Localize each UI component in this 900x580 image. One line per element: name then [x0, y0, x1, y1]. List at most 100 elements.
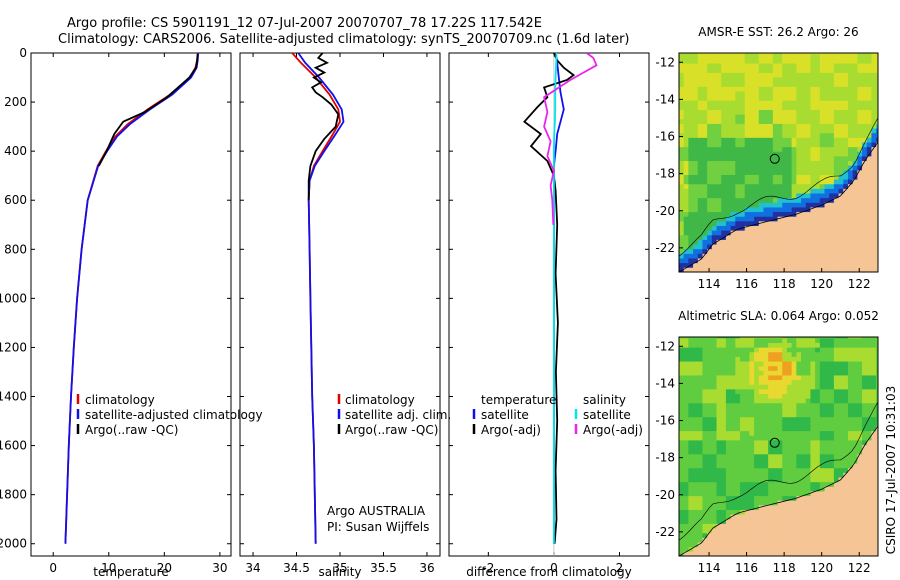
map-cell: [749, 481, 755, 487]
map-cell: [838, 388, 844, 395]
map-cell: [866, 546, 872, 552]
map-cell: [768, 463, 774, 469]
map-cell: [819, 347, 825, 353]
map-cell: [749, 53, 755, 59]
map-cell: [730, 183, 736, 189]
map-cell: [721, 72, 727, 78]
map-cell: [810, 109, 816, 115]
map-cell: [749, 402, 755, 408]
map-cell: [735, 118, 741, 124]
y-tick-label: 600: [4, 193, 27, 207]
map-cell: [707, 151, 713, 157]
map-cell: [749, 174, 755, 180]
map-cell: [735, 453, 741, 459]
map-cell: [791, 416, 797, 422]
map-cell: [824, 151, 830, 157]
map-cell: [805, 430, 811, 436]
map-cell: [740, 63, 746, 69]
map-cell: [777, 551, 783, 556]
map-cell: [758, 407, 764, 413]
map-cell: [702, 225, 708, 231]
map-cell: [749, 356, 755, 362]
map-cell: [763, 440, 769, 446]
map-cell: [735, 95, 741, 101]
map-cell: [838, 225, 844, 231]
map-cell: [744, 528, 750, 534]
map-cell: [838, 467, 844, 473]
map-cell: [796, 95, 802, 101]
map-cell: [862, 365, 868, 371]
map-cell: [754, 430, 760, 436]
map-cell: [744, 379, 750, 385]
map-cell: [707, 169, 713, 175]
map-cell: [749, 412, 755, 418]
series-group: [523, 53, 598, 544]
map-cell: [688, 77, 694, 83]
map-cell: [819, 81, 825, 87]
map-cell: [815, 412, 821, 418]
map-cell: [754, 67, 760, 73]
map-cell: [754, 426, 760, 432]
map-cell: [749, 495, 755, 501]
map-cell: [871, 532, 877, 538]
map-cell: [791, 91, 797, 97]
map-cell: [763, 216, 769, 222]
map-cell: [735, 160, 741, 166]
map-cell: [871, 225, 877, 231]
map-cell: [852, 104, 858, 111]
map-cell: [805, 114, 811, 120]
map-cell: [702, 546, 708, 552]
map-cell: [763, 53, 769, 59]
map-cell: [876, 253, 878, 259]
map-cell: [791, 495, 797, 501]
map-cell: [819, 216, 825, 222]
map-cell: [702, 523, 708, 529]
map-cell: [876, 118, 878, 124]
map-cell: [763, 211, 769, 217]
map-cell: [815, 402, 821, 408]
map-cell: [679, 230, 685, 236]
map-cell: [711, 435, 717, 441]
map-cell: [843, 412, 849, 418]
map-cell: [693, 137, 699, 143]
map-cell: [693, 104, 699, 111]
map-cell: [679, 351, 685, 357]
map-cell: [866, 528, 872, 534]
map-cell: [801, 500, 807, 506]
map-cell: [693, 193, 699, 199]
map-cell: [833, 216, 839, 222]
map-cell: [716, 179, 722, 185]
map-cell: [740, 453, 746, 459]
map-cell: [866, 495, 872, 501]
map-cell: [786, 253, 793, 259]
map-cell: [693, 86, 699, 92]
legend-label: satellite-adjusted climatology: [85, 408, 263, 422]
map-cell: [819, 253, 825, 259]
map-cell: [843, 100, 849, 106]
map-cell: [697, 398, 703, 404]
map-cell: [786, 86, 793, 92]
map-cell: [876, 375, 878, 381]
map-cell: [777, 426, 783, 432]
map-cell: [829, 435, 835, 441]
map-cell: [740, 258, 746, 264]
map-cell: [758, 546, 764, 552]
map-cell: [688, 453, 694, 459]
y-tick-label: -18: [655, 451, 675, 465]
map-cell: [838, 551, 844, 556]
map-cell: [721, 412, 727, 418]
map-cell: [852, 458, 858, 464]
map-cell: [688, 351, 694, 357]
map-cell: [763, 174, 769, 180]
map-cell: [711, 77, 717, 83]
map-cell: [862, 426, 868, 432]
map-cell: [852, 365, 858, 371]
map-cell: [777, 467, 783, 473]
map-cell: [763, 393, 769, 399]
map-cell: [725, 216, 732, 222]
map-cell: [688, 477, 694, 483]
map-cell: [862, 486, 868, 492]
map-cell: [763, 104, 769, 111]
map-cell: [725, 435, 732, 441]
map-cell: [758, 444, 764, 450]
